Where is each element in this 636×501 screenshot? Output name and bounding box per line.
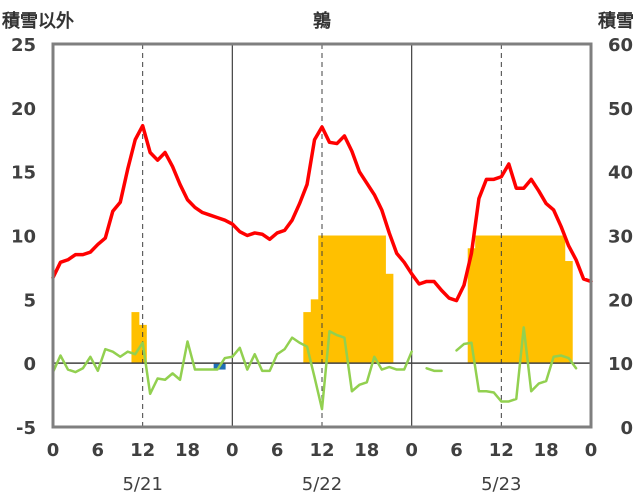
plot-border xyxy=(51,42,593,429)
snow-bar xyxy=(303,312,312,364)
snow-bar xyxy=(549,235,558,364)
x-tick-label: 12 xyxy=(130,440,155,461)
snow-bar xyxy=(505,235,513,364)
left-y-tick-label: 15 xyxy=(11,163,36,184)
x-tick-label: 0 xyxy=(405,440,418,461)
x-tick-label: 18 xyxy=(354,440,379,461)
left-y-tick-label: 25 xyxy=(11,35,36,56)
snow-bar xyxy=(385,273,394,364)
right-y-tick-label: 20 xyxy=(608,290,633,311)
right-y-tick-label: 30 xyxy=(608,227,633,248)
snow-bar xyxy=(333,235,342,364)
x-tick-label: 18 xyxy=(534,440,559,461)
plot-frame xyxy=(51,42,593,429)
snow-bar xyxy=(355,235,364,364)
green-series-line xyxy=(51,326,578,411)
x-tick-label: 6 xyxy=(271,440,284,461)
snow-bar xyxy=(325,235,334,364)
right-y-tick-label: 0 xyxy=(620,418,633,439)
snow-bar xyxy=(520,235,528,364)
left-y-tick-label: 0 xyxy=(23,354,36,375)
right-axis-title: 積雪 xyxy=(597,10,634,32)
snow-bar xyxy=(310,299,319,364)
x-tick-label: 0 xyxy=(47,440,60,461)
snow-bar xyxy=(363,235,371,364)
date-label: 5/23 xyxy=(481,474,521,495)
left-y-tick-label: -5 xyxy=(16,418,36,439)
snow-bar xyxy=(348,235,357,364)
gridlines xyxy=(53,44,591,427)
snow-bar xyxy=(131,312,140,364)
snow-bars xyxy=(131,235,573,370)
x-tick-label: 12 xyxy=(309,440,334,461)
snow-bar xyxy=(482,235,491,364)
snow-bar xyxy=(490,235,498,364)
right-y-tick-label: 10 xyxy=(608,354,633,375)
x-tick-label: 6 xyxy=(92,440,105,461)
snow-bar xyxy=(527,235,536,364)
temperature-line xyxy=(51,123,593,303)
left-y-tick-label: 20 xyxy=(11,99,36,120)
right-y-tick-label: 50 xyxy=(608,99,633,120)
date-label: 5/21 xyxy=(122,474,162,495)
left-y-tick-label: 10 xyxy=(11,227,36,248)
x-tick-label: 12 xyxy=(489,440,514,461)
left-axis-title: 積雪以外 xyxy=(1,10,74,32)
date-label: 5/22 xyxy=(302,474,342,495)
snow-bar xyxy=(534,235,543,364)
x-tick-label: 6 xyxy=(450,440,463,461)
x-tick-label: 18 xyxy=(175,440,200,461)
snow-bar xyxy=(467,248,476,364)
right-y-tick-label: 40 xyxy=(608,163,633,184)
snow-bar xyxy=(564,261,573,364)
axis-labels: -5 0 5 10 15 20 25 0 10 20 30 40 50 60 0 6 12 18 0 6 12 18 0 6 1… xyxy=(11,35,633,495)
snow-bar xyxy=(378,235,386,364)
chart-title: 鶉 xyxy=(313,10,331,32)
snow-bar xyxy=(475,235,484,364)
snow-bar xyxy=(557,235,566,364)
snow-bar xyxy=(370,235,379,364)
snow-bar xyxy=(542,235,551,364)
right-y-tick-label: 60 xyxy=(608,35,633,56)
snow-bar xyxy=(512,235,521,364)
series-lines xyxy=(51,123,593,411)
left-y-tick-label: 5 xyxy=(23,290,36,311)
x-tick-label: 0 xyxy=(226,440,239,461)
snow-bar xyxy=(340,235,349,364)
x-tick-label: 0 xyxy=(585,440,598,461)
